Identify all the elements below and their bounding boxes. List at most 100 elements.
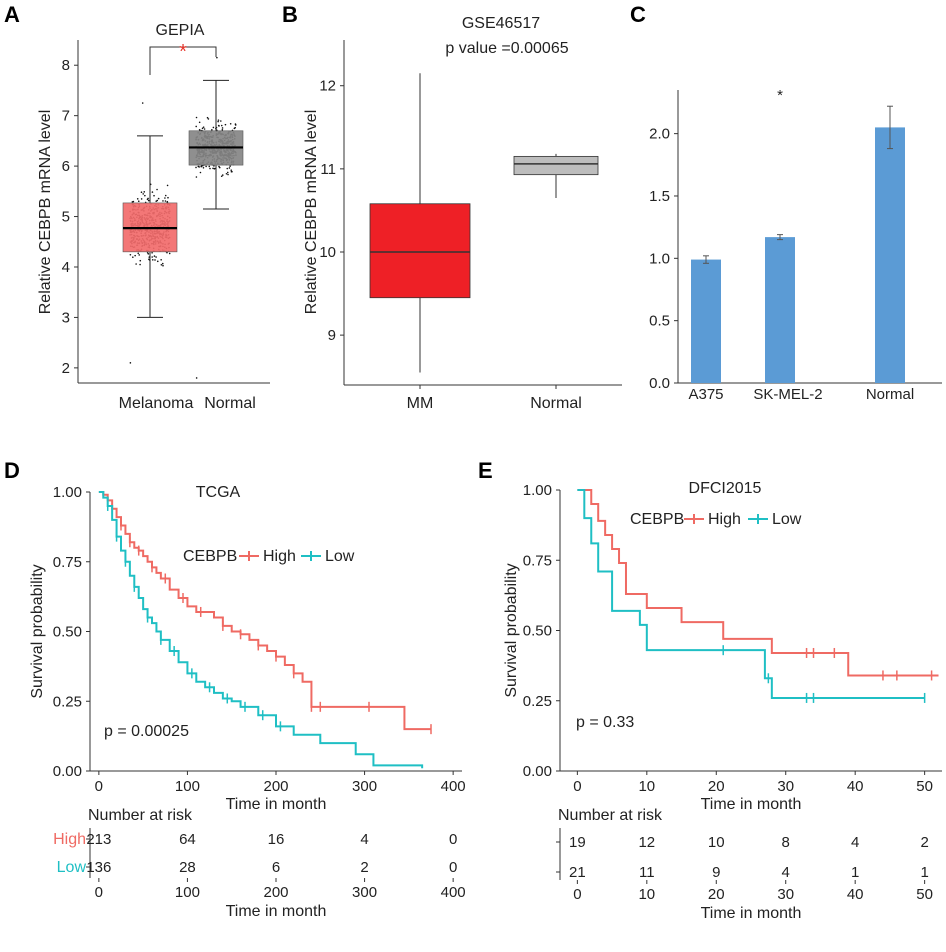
y-tick-label: 11 [320,161,336,178]
chart-a-gepia-boxplot: 2 3 4 5 6 7 8 GEPIA Relative CEBPB mRNA level Mel… [37,22,270,412]
x-category-label-normal: Normal [204,395,256,412]
y-tick-label: 1.00 [523,482,552,499]
x-category-label-mm: MM [407,395,434,412]
risk-table-cell: 10 [708,834,725,851]
risk-table-cell: 19 [569,834,586,851]
y-tick-label: 5 [62,209,70,226]
data-point [201,127,204,130]
risk-table-x-tick-label: 50 [916,886,933,903]
data-point [151,251,153,254]
data-point [132,256,134,258]
risk-table-x-tick-label: 0 [573,886,581,903]
risk-table-cell: 136 [86,859,111,876]
chart-title: GEPIA [156,22,205,39]
y-tick-label: 7 [62,108,70,125]
data-point [221,127,224,129]
significance-star: * [777,87,783,104]
p-value-label: p = 0.00025 [104,723,189,740]
y-tick-label: 6 [62,158,70,175]
y-tick-label: 0.50 [53,624,82,641]
data-point [153,255,156,257]
data-point [195,166,197,169]
data-point [160,259,162,261]
data-point [135,263,137,265]
chart-title: TCGA [196,484,241,501]
risk-table-cell: 64 [179,831,196,848]
data-point [162,264,164,267]
box-normal [513,155,599,176]
data-point [168,252,171,255]
data-point [227,173,229,176]
data-point [234,124,237,126]
data-point [164,197,166,199]
data-point [234,126,236,129]
data-point [167,196,169,199]
y-tick-label: 2.0 [649,126,670,143]
data-point [156,188,158,191]
data-point [129,253,132,256]
data-point [139,263,141,266]
data-point [230,169,233,171]
data-point [151,191,154,193]
x-tick-label: 30 [777,778,794,795]
data-point [146,251,149,254]
data-point [221,128,224,131]
data-point [155,256,157,258]
y-axis-label: Relative CEBPB mRNA level [303,110,320,315]
x-axis-label: Time in month [701,796,802,813]
panel-letter-d: D [4,458,20,483]
data-point [226,171,229,174]
chart-c-bar-chart: 0.0 0.5 1.0 1.5 2.0 A375 SK-MEL-2 Normal * [649,87,942,403]
data-point [129,362,132,364]
data-point [161,262,164,265]
data-point [162,200,164,202]
data-point [224,123,227,126]
data-point [228,167,231,169]
data-point [198,121,201,124]
y-axis-label: Survival probability [503,563,520,697]
data-point [147,197,149,200]
data-point [213,167,216,170]
data-point [202,126,205,128]
data-point [202,167,205,169]
risk-table-x-axis-label: Time in month [226,903,327,920]
risk-table-x-tick-label: 30 [777,886,794,903]
data-point [203,128,206,130]
risk-table-row-label-high: High [53,831,86,848]
data-point [195,125,197,128]
data-point [151,259,154,261]
y-tick-label: 9 [328,327,336,344]
data-point [219,120,222,122]
risk-table-cell: 4 [851,834,859,851]
risk-table-x-tick-label: 100 [175,884,200,901]
data-point [226,167,229,170]
y-tick-label: 0.0 [649,375,670,392]
risk-table-x-tick-label: 10 [638,886,655,903]
chart-subtitle-pvalue: p value =0.00065 [445,40,568,57]
data-point [230,170,233,173]
x-tick-label: 100 [175,778,200,795]
data-point [212,167,214,170]
data-point [136,198,139,200]
data-point [218,166,221,169]
risk-table-x-tick-label: 20 [708,886,725,903]
bar-a375 [691,259,721,383]
x-category-label-normal: Normal [530,395,582,412]
bar-sk-mel-2 [765,237,795,383]
risk-table-cell: 0 [449,859,457,876]
legend-entry-high: High [708,511,741,528]
data-point [195,116,198,119]
data-point [211,129,213,131]
risk-table-x-tick-label: 0 [95,884,103,901]
data-point [134,254,136,257]
data-point [166,251,168,254]
y-tick-label: 0.5 [649,313,670,330]
risk-table-cell: 4 [782,864,790,881]
risk-table-row-label-low: Low [57,859,87,876]
data-point [155,200,158,202]
data-point [164,194,167,197]
data-point [138,254,140,256]
